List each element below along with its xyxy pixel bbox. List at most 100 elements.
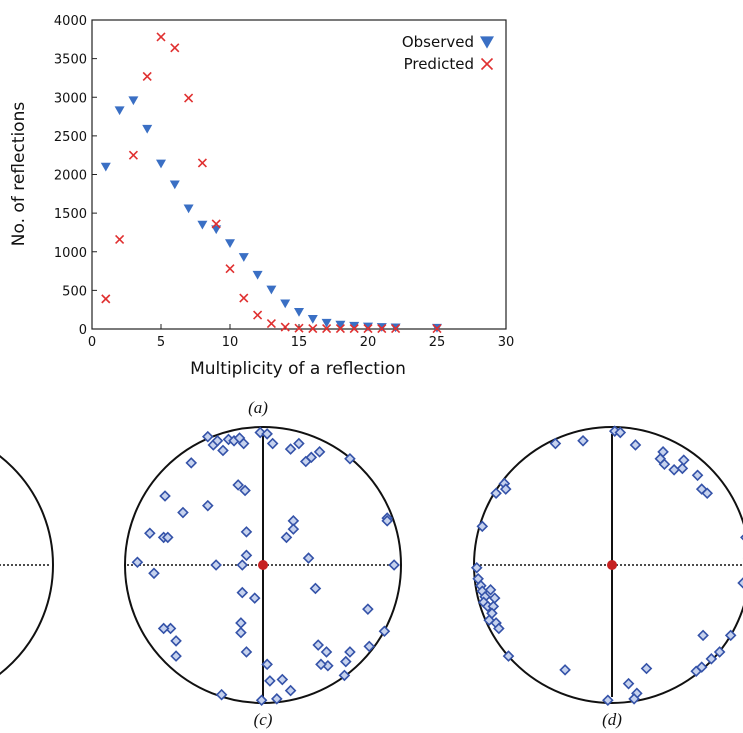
reflection-marker — [549, 437, 562, 450]
reflection-marker — [657, 446, 669, 458]
x-axis-label: Multiplicity of a reflection — [190, 359, 406, 379]
reflection-marker — [287, 523, 300, 535]
data-point — [156, 159, 166, 169]
center-point — [607, 560, 617, 570]
reflection-marker — [237, 437, 250, 450]
reflection-marker — [144, 527, 156, 540]
data-marks — [100, 32, 442, 334]
reflection-marker — [131, 556, 144, 569]
x-tick-label: 15 — [291, 335, 308, 350]
data-point — [335, 324, 345, 334]
reflection-marker — [264, 675, 276, 687]
y-tick-label: 500 — [62, 284, 87, 299]
reflection-marker — [658, 458, 671, 471]
reflection-marker — [724, 629, 737, 642]
x-tick-labels: 0 5 10 15 20 25 30 — [88, 335, 514, 350]
data-point — [197, 220, 208, 230]
reflection-marker — [713, 646, 726, 658]
reflection-marker — [185, 457, 198, 469]
data-point — [266, 285, 277, 295]
data-point — [252, 270, 263, 280]
data-point — [266, 319, 276, 329]
y-tick-label: 2500 — [54, 130, 87, 145]
reflection-marker — [170, 635, 182, 647]
reflection-marker — [490, 487, 502, 500]
reflection-marker — [261, 428, 273, 440]
reflection-marker — [239, 484, 251, 497]
data-point — [322, 324, 332, 334]
projection-circle — [0, 455, 54, 675]
reflection-marker — [248, 592, 261, 604]
reflection-marker — [676, 462, 689, 475]
data-point — [170, 43, 180, 53]
reflection-marker — [344, 452, 356, 465]
data-point — [253, 310, 263, 320]
reflection-marker — [640, 662, 653, 675]
y-tick-label: 2000 — [54, 169, 87, 184]
reflection-marker — [236, 586, 249, 599]
reflection-marker — [271, 693, 283, 705]
reflection-marker — [614, 426, 627, 439]
reflection-marker — [202, 499, 214, 512]
data-point — [307, 314, 318, 324]
center-point — [258, 560, 268, 570]
data-point — [100, 162, 111, 172]
series-observed — [100, 96, 442, 333]
panel-c-stereogram — [124, 426, 402, 707]
data-point — [101, 294, 111, 304]
reflection-marker — [312, 639, 324, 651]
reflection-marker — [210, 559, 222, 571]
reflection-marker — [577, 435, 589, 447]
x-tick-label: 25 — [429, 335, 446, 350]
series-predicted — [101, 32, 442, 334]
reflection-marker — [157, 622, 170, 635]
reflection-marker — [261, 658, 273, 671]
data-point — [114, 106, 125, 116]
reflection-marker — [697, 629, 709, 642]
reflection-marker — [691, 469, 704, 482]
reflection-marker — [170, 650, 182, 662]
y-tick-label: 4000 — [54, 14, 87, 29]
data-point — [197, 158, 207, 168]
reflection-marker — [363, 640, 376, 653]
panel-label-d: (d) — [602, 710, 622, 729]
reflection-marker — [476, 520, 489, 533]
reflection-marker — [499, 483, 512, 495]
data-point — [225, 264, 235, 274]
data-point — [183, 204, 194, 214]
legend: Observed Predicted — [402, 33, 494, 73]
x-tick-label: 10 — [222, 335, 239, 350]
x-tick-label: 20 — [360, 335, 377, 350]
data-point — [280, 299, 291, 309]
reflection-marker — [202, 430, 214, 443]
x-tick-label: 0 — [88, 335, 96, 350]
reflection-marker — [340, 655, 352, 668]
reflection-marker — [484, 584, 497, 596]
reflection-marker — [280, 531, 293, 544]
reflection-marker — [320, 646, 333, 658]
reflection-marker — [161, 531, 174, 544]
data-point — [349, 324, 359, 334]
data-point — [239, 293, 249, 303]
reflection-marker — [677, 454, 690, 466]
reflection-marker — [302, 552, 315, 564]
reflection-marker — [470, 561, 483, 574]
reflection-marker — [293, 437, 305, 450]
reflection-marker — [313, 446, 326, 458]
data-point — [363, 324, 373, 334]
data-point — [321, 318, 332, 328]
reflection-marker — [284, 684, 297, 697]
reflection-marker — [235, 617, 247, 629]
reflection-marker — [287, 515, 300, 527]
panel-d-stereogram — [470, 425, 743, 707]
reflection-marker — [388, 559, 400, 571]
reflection-marker — [737, 577, 743, 589]
data-point — [432, 324, 442, 334]
legend-label: Predicted — [404, 55, 474, 73]
y-axis-label: No. of reflections — [9, 102, 29, 247]
reflection-marker — [622, 677, 635, 690]
data-point — [184, 93, 194, 103]
reflection-marker — [240, 526, 253, 538]
reflection-marker — [705, 653, 718, 665]
